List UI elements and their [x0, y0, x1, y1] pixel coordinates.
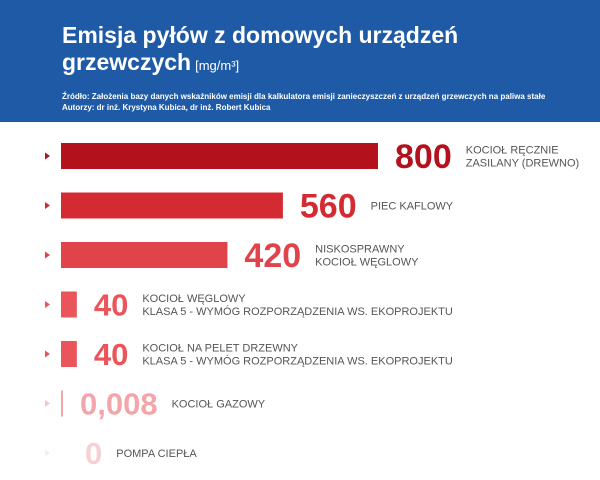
value-label: 800 [395, 138, 452, 176]
category-label: KOCIOŁ NA PELET DRZEWNY KLASA 5 - WYMÓG R… [142, 343, 453, 368]
category-label-line: NISKOSPRAWNY [315, 244, 405, 256]
title-line-2: grzewczych [62, 49, 192, 75]
bar [61, 390, 63, 417]
source-note: Źródło: Założenia bazy danych wskaźników… [62, 91, 584, 113]
category-label: KOCIOŁ RĘCZNIE ZASILANY (DREWNO) [466, 145, 579, 170]
category-label: KOCIOŁ WĘGLOWY KLASA 5 - WYMÓG ROZPORZĄDZ… [142, 293, 453, 318]
bar-chart: 800 KOCIOŁ RĘCZNIE ZASILANY (DREWNO) 560 PIE… [45, 138, 579, 471]
category-label: PIEC KAFLOWY [371, 201, 454, 213]
authors-text: Autorzy: dr inż. Krystyna Kubica, dr inż… [62, 103, 271, 112]
category-label: NISKOSPRAWNY KOCIOŁ WĘGLOWY [315, 244, 419, 269]
value-label: 420 [244, 237, 301, 275]
category-label-line: POMPA CIEPŁA [116, 448, 197, 460]
category-label-line: KOCIOŁ GAZOWY [172, 399, 266, 411]
chart-title: Emisja pyłów z domowych urządzeń grzewcz… [62, 22, 584, 79]
value-label: 40 [94, 337, 128, 372]
value-label: 40 [94, 288, 128, 323]
header: Emisja pyłów z domowych urządzeń grzewcz… [0, 0, 600, 122]
row-arrow-icon [45, 202, 50, 209]
bar [61, 242, 228, 268]
category-label-line: KOCIOŁ RĘCZNIE [466, 145, 559, 157]
row-arrow-icon [45, 251, 50, 259]
category-label: POMPA CIEPŁA [116, 448, 197, 460]
row-arrow-icon [45, 152, 50, 160]
row-arrow-icon [45, 400, 50, 407]
value-label: 0,008 [80, 387, 158, 422]
title-line-1: Emisja pyłów z domowych urządzeń [62, 22, 459, 48]
category-label-line: KOCIOŁ WĘGLOWY [315, 257, 419, 269]
category-label-line: PIEC KAFLOWY [371, 201, 454, 213]
row-arrow-icon [45, 350, 50, 358]
category-label-line: KOCIOŁ WĘGLOWY [142, 293, 246, 305]
category-label: KOCIOŁ GAZOWY [172, 399, 266, 411]
category-label-line: KLASA 5 - WYMÓG ROZPORZĄDZENIA WS. EKOPR… [142, 305, 453, 318]
bar [61, 143, 378, 169]
category-label-line: KOCIOŁ NA PELET DRZEWNY [142, 343, 298, 355]
row-arrow-icon [45, 449, 50, 457]
source-text: Źródło: Założenia bazy danych wskaźników… [62, 92, 546, 101]
category-label-line: ZASILANY (DREWNO) [466, 158, 579, 170]
row-arrow-icon [45, 301, 50, 308]
value-label: 560 [300, 188, 357, 226]
bar [61, 341, 77, 367]
bar [61, 192, 283, 219]
category-label-line: KLASA 5 - WYMÓG ROZPORZĄDZENIA WS. EKOPR… [142, 355, 453, 368]
bar [61, 291, 77, 318]
unit-label: [mg/m³] [195, 58, 240, 73]
value-label: 0 [85, 436, 102, 471]
